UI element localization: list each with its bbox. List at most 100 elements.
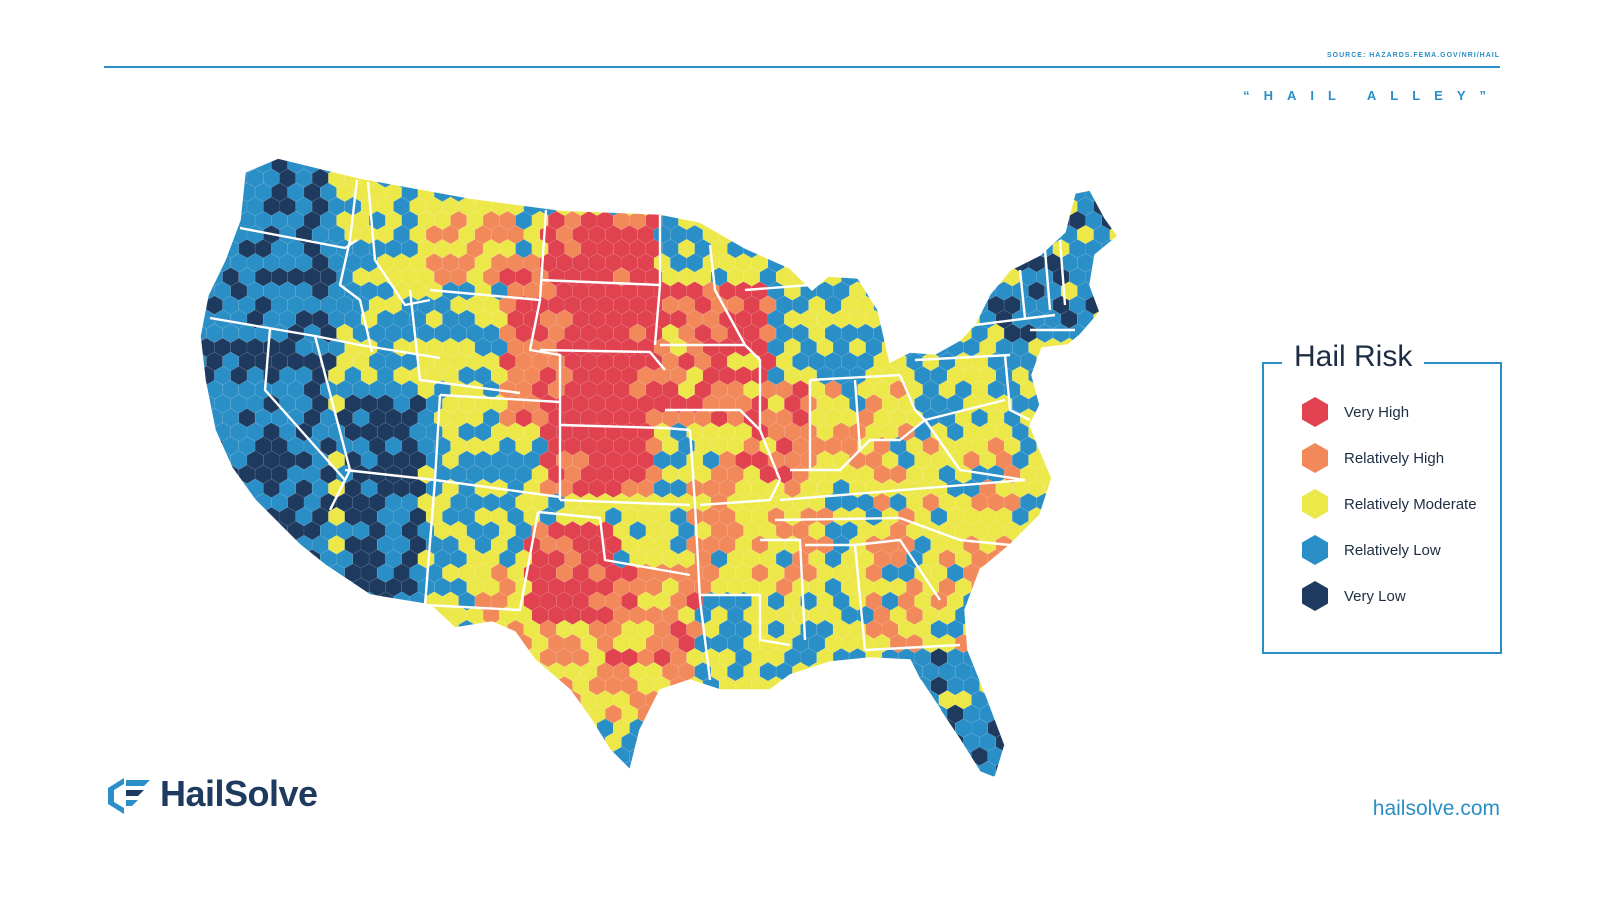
hex-cell: [1044, 535, 1062, 555]
hex-cell: [564, 774, 582, 778]
website-link[interactable]: hailsolve.com: [1372, 797, 1500, 820]
hex-cell: [1028, 676, 1046, 696]
hex-cell: [311, 704, 329, 724]
hex-cell: [238, 520, 256, 541]
hex-cell: [629, 774, 647, 778]
hex-cell: [1003, 718, 1021, 738]
hex-cell: [767, 168, 785, 188]
hexagon-icon: [1302, 581, 1328, 611]
hex-cell: [450, 774, 468, 778]
hex-cell: [206, 520, 223, 541]
state-border: [1003, 354, 1031, 422]
hex-cell: [669, 704, 687, 724]
hex-cell: [979, 158, 997, 160]
hex-cell: [328, 158, 346, 160]
hex-cell: [319, 774, 337, 778]
hex-cell: [971, 210, 989, 231]
hex-cell: [385, 633, 403, 654]
hex-cell: [279, 158, 297, 160]
hex-cell: [401, 158, 419, 174]
hex-cell: [254, 661, 272, 682]
hex-cell: [200, 577, 207, 597]
hex-cell: [906, 774, 924, 778]
hex-cell: [368, 661, 386, 682]
hex-cell: [385, 605, 403, 626]
hex-cell: [1060, 563, 1078, 583]
hex-cell: [922, 718, 940, 738]
hex-cell: [971, 774, 989, 778]
hex-cell: [1003, 182, 1021, 203]
hex-cell: [751, 224, 769, 245]
hex-cell: [930, 732, 948, 752]
hex-cell: [832, 158, 850, 160]
hex-cell: [466, 633, 484, 654]
hex-cell: [922, 210, 940, 231]
hex-cell: [702, 732, 720, 752]
hex-cell: [971, 605, 989, 626]
hex-cell: [792, 690, 810, 710]
hex-cell: [1109, 253, 1118, 273]
hex-cell: [1093, 563, 1111, 583]
hex-cell: [295, 158, 313, 160]
hex-cell: [182, 423, 198, 442]
hex-cell: [230, 535, 248, 555]
hex-cell: [914, 224, 932, 245]
hex-cell: [987, 605, 1005, 626]
hex-cell: [1093, 535, 1111, 555]
hex-cell: [352, 774, 370, 778]
legend-item-very-high: Very High: [1300, 396, 1409, 428]
hex-cell: [1085, 633, 1103, 654]
hex-cell: [287, 633, 305, 654]
hex-cell: [515, 158, 533, 174]
hex-cell: [889, 690, 907, 710]
hex-cell: [1117, 492, 1118, 513]
hex-cell: [336, 690, 354, 710]
hex-cell: [1011, 168, 1029, 188]
hex-cell: [1060, 478, 1078, 499]
hex-cell: [946, 158, 964, 160]
hex-cell: [1052, 464, 1070, 485]
hex-cell: [200, 704, 215, 724]
hex-cell: [1060, 704, 1078, 724]
hex-cell: [1085, 690, 1103, 710]
hex-cell: [906, 746, 924, 767]
hex-cell: [262, 619, 280, 640]
hex-cell: [319, 605, 337, 626]
hex-cell: [498, 182, 516, 203]
hex-cell: [694, 774, 712, 778]
hex-cell: [881, 281, 899, 301]
hex-cell: [1117, 464, 1118, 485]
hex-cell: [1085, 577, 1103, 597]
hex-cell: [490, 168, 508, 188]
hex-cell: [409, 704, 427, 724]
hex-cell: [897, 760, 915, 778]
hex-cell: [694, 746, 712, 767]
hex-cell: [200, 633, 207, 654]
hex-cell: [214, 732, 231, 752]
hex-cell: [1101, 158, 1118, 174]
state-border: [559, 423, 691, 432]
hex-cell: [759, 210, 777, 231]
hex-cell: [515, 746, 533, 767]
hex-cell: [262, 647, 280, 668]
hex-cell: [564, 746, 582, 767]
hex-cell: [840, 182, 858, 203]
hex-cell: [425, 676, 443, 696]
hex-cell: [182, 535, 198, 554]
state-border: [665, 408, 761, 431]
hex-cell: [612, 774, 630, 778]
hex-cell: [498, 774, 516, 778]
hex-cell: [1109, 619, 1118, 640]
hex-cell: [1077, 478, 1094, 499]
hex-cell: [873, 661, 891, 682]
hailsolve-logo[interactable]: HailSolve: [104, 773, 318, 815]
legend-label: Very Low: [1344, 587, 1406, 605]
hex-cell: [588, 168, 606, 188]
hex-cell: [458, 704, 476, 724]
hex-cell: [1093, 591, 1111, 611]
hex-cell: [1093, 337, 1111, 358]
hex-cell: [865, 168, 883, 188]
state-border: [708, 244, 747, 346]
hex-cell: [1028, 760, 1046, 778]
hex-cell: [726, 718, 744, 738]
